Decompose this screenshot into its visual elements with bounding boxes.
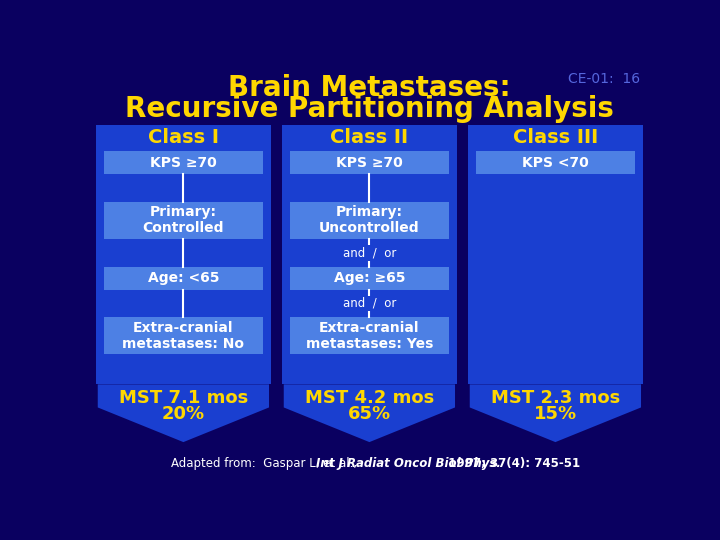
Text: Class I: Class I (148, 127, 219, 147)
FancyBboxPatch shape (290, 202, 449, 239)
FancyBboxPatch shape (282, 125, 456, 384)
Text: KPS <70: KPS <70 (522, 156, 589, 170)
Text: MST 2.3 mos: MST 2.3 mos (491, 389, 620, 407)
Text: KPS ≥70: KPS ≥70 (150, 156, 217, 170)
Text: 65%: 65% (348, 404, 391, 423)
Text: 15%: 15% (534, 404, 577, 423)
Text: and  /  or: and / or (343, 246, 396, 259)
Text: Age: ≥65: Age: ≥65 (333, 271, 405, 285)
Polygon shape (284, 384, 455, 442)
FancyBboxPatch shape (290, 318, 449, 354)
Polygon shape (469, 384, 641, 442)
Text: 20%: 20% (162, 404, 205, 423)
Text: Brain Metastases:: Brain Metastases: (228, 74, 510, 102)
Text: MST 4.2 mos: MST 4.2 mos (305, 389, 434, 407)
FancyBboxPatch shape (290, 267, 449, 289)
FancyBboxPatch shape (290, 151, 449, 174)
Text: Extra-cranial
metastases: No: Extra-cranial metastases: No (122, 321, 244, 351)
FancyBboxPatch shape (104, 267, 263, 289)
FancyBboxPatch shape (104, 202, 263, 239)
Text: Age: <65: Age: <65 (148, 271, 219, 285)
Text: MST 7.1 mos: MST 7.1 mos (119, 389, 248, 407)
Text: Class III: Class III (513, 127, 598, 147)
FancyBboxPatch shape (468, 125, 642, 384)
Text: Adapted from:  Gaspar L, et al.,: Adapted from: Gaspar L, et al., (171, 457, 365, 470)
Polygon shape (98, 384, 269, 442)
Text: 1997; 37(4): 745-51: 1997; 37(4): 745-51 (440, 457, 580, 470)
Text: Int J Radiat Oncol Biol Phys.: Int J Radiat Oncol Biol Phys. (316, 457, 501, 470)
FancyBboxPatch shape (104, 151, 263, 174)
Text: Extra-cranial
metastases: Yes: Extra-cranial metastases: Yes (306, 321, 433, 351)
Text: and  /  or: and / or (343, 297, 396, 310)
Text: Primary:
Controlled: Primary: Controlled (143, 205, 224, 235)
Text: KPS ≥70: KPS ≥70 (336, 156, 402, 170)
Text: Primary:
Uncontrolled: Primary: Uncontrolled (319, 205, 420, 235)
FancyBboxPatch shape (104, 318, 263, 354)
FancyBboxPatch shape (96, 125, 271, 384)
Text: Class II: Class II (330, 127, 408, 147)
Text: CE-01:  16: CE-01: 16 (568, 72, 640, 86)
FancyBboxPatch shape (476, 151, 635, 174)
Text: Recursive Partitioning Analysis: Recursive Partitioning Analysis (125, 96, 613, 124)
